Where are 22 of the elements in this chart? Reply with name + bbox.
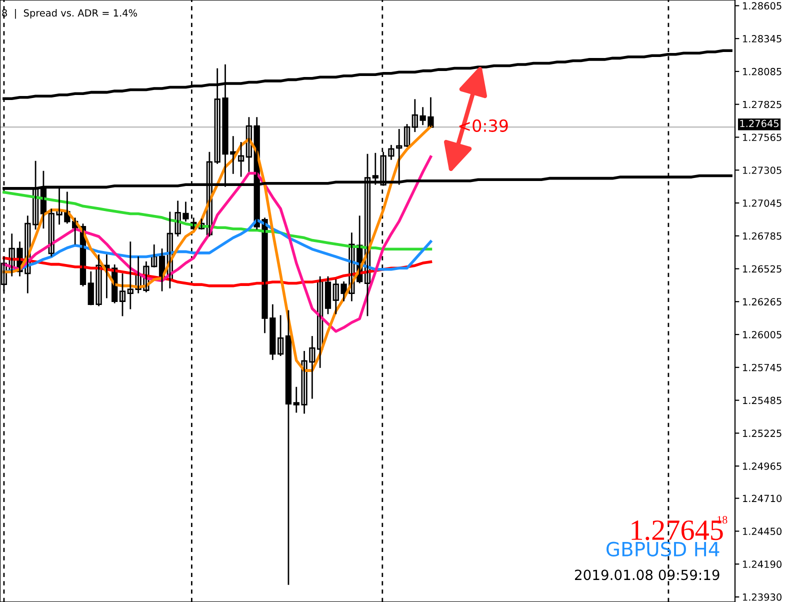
y-tick-label: 1.27045 — [743, 199, 782, 207]
y-tick-label: 1.26005 — [743, 330, 782, 338]
y-tick-label: 1.24190 — [743, 560, 782, 568]
annotation: GBPUSD H4 — [606, 542, 720, 556]
y-tick-label: 1.26265 — [743, 298, 782, 306]
y-tick-label: 1.24450 — [743, 528, 782, 536]
y-tick-label: 1.24710 — [743, 494, 782, 502]
y-tick-label: 1.27305 — [743, 166, 782, 174]
annotation: 2019.01.08 09:59:19 — [575, 570, 720, 580]
y-tick-label: 1.28085 — [743, 68, 782, 76]
y-tick-label: 1.28605 — [743, 2, 782, 10]
y-tick-label: 1.28345 — [743, 35, 782, 42]
y-tick-label: 1.24965 — [743, 462, 782, 470]
y-tick-label: 1.25225 — [743, 430, 782, 437]
ref-line-label: 1.27645 — [740, 120, 779, 128]
y-tick-label: 1.26525 — [743, 265, 782, 273]
y-tick-label: 1.27825 — [743, 100, 782, 108]
y-tick-label: 1.25745 — [743, 364, 782, 372]
y-tick-label: 1.23930 — [743, 593, 782, 601]
y-tick-label: 1.27565 — [743, 134, 782, 142]
y-tick-label: 1.25485 — [743, 396, 782, 404]
y-tick-label: 1.26785 — [743, 232, 782, 240]
